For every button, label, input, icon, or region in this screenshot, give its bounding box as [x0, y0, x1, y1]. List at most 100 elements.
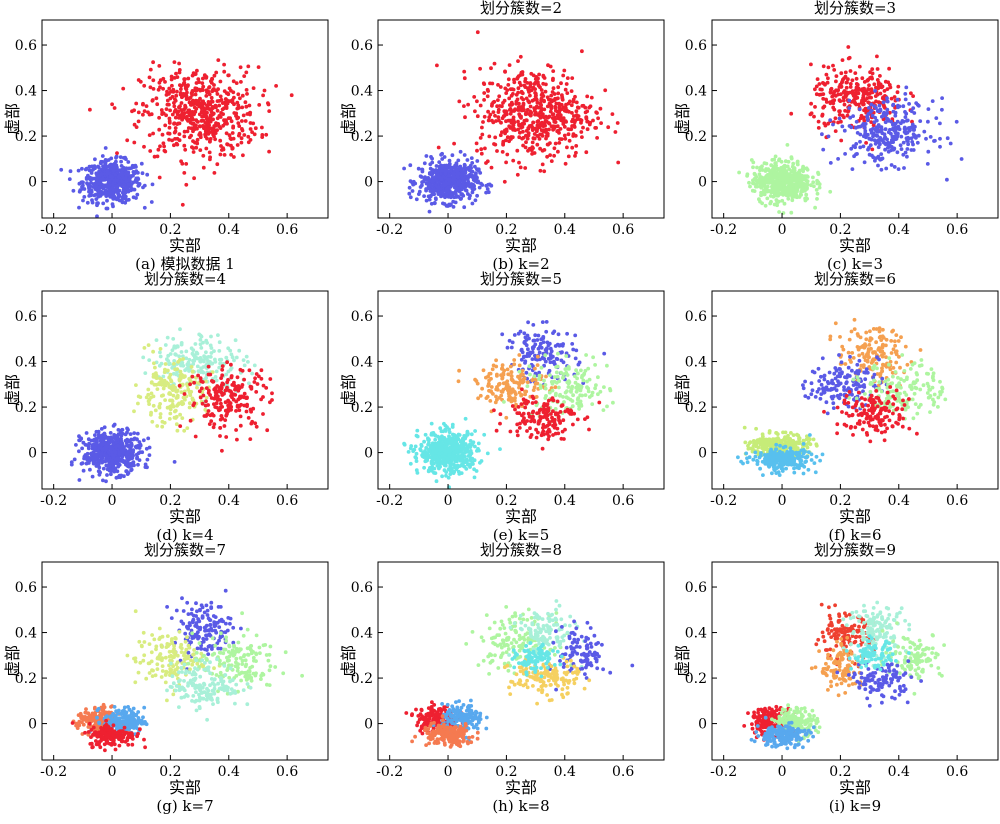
data-point: [585, 127, 590, 132]
data-point: [202, 359, 206, 364]
data-point: [244, 70, 249, 75]
data-point: [206, 409, 211, 413]
data-point: [124, 469, 129, 474]
data-point: [147, 358, 152, 362]
data-point: [204, 121, 209, 126]
data-point: [900, 119, 905, 123]
data-point: [490, 81, 495, 86]
data-point: [220, 381, 225, 386]
data-point: [225, 121, 229, 126]
data-point: [804, 166, 809, 171]
data-point: [493, 142, 498, 147]
data-point: [760, 183, 765, 188]
data-point: [448, 192, 453, 197]
data-point: [814, 84, 819, 89]
data-point: [869, 102, 874, 107]
data-point: [104, 458, 109, 462]
data-point: [846, 56, 851, 61]
data-point: [462, 162, 467, 167]
data-point: [167, 102, 171, 107]
data-point: [444, 168, 449, 173]
data-point: [792, 168, 797, 173]
data-point: [782, 169, 786, 173]
data-point: [100, 456, 105, 461]
data-point: [231, 79, 236, 84]
data-point: [475, 30, 480, 35]
data-point: [230, 98, 235, 102]
data-point: [761, 179, 766, 184]
data-point: [141, 438, 146, 443]
data-point: [447, 158, 452, 163]
data-point: [803, 198, 808, 203]
data-point: [844, 93, 849, 97]
data-point: [93, 192, 98, 197]
data-point: [828, 161, 833, 165]
data-point: [100, 154, 105, 158]
data-point: [432, 201, 437, 205]
data-point: [486, 118, 491, 123]
data-point: [164, 368, 168, 373]
data-point: [406, 450, 411, 454]
x-tick-label: 0.4: [218, 222, 240, 238]
data-point: [118, 172, 123, 176]
data-point: [230, 146, 235, 150]
data-point: [569, 103, 574, 108]
data-point: [492, 61, 497, 66]
data-point: [189, 103, 194, 107]
data-point: [540, 134, 545, 138]
data-point: [183, 147, 188, 152]
data-point: [226, 142, 230, 147]
data-point: [760, 201, 764, 206]
data-point: [186, 76, 191, 81]
data-point: [441, 201, 445, 206]
data-point: [153, 365, 157, 370]
data-point: [226, 73, 231, 78]
data-point: [414, 433, 419, 438]
data-point: [206, 364, 211, 369]
data-point: [866, 77, 871, 82]
data-point: [564, 82, 569, 86]
data-point: [429, 184, 434, 188]
data-point: [112, 468, 117, 473]
data-point: [422, 161, 427, 166]
data-point: [165, 98, 170, 103]
data-point: [177, 401, 182, 406]
data-point: [453, 191, 458, 196]
data-point: [799, 185, 804, 190]
data-point: [418, 447, 423, 451]
data-point: [191, 403, 196, 408]
y-tick-label: 0.4: [15, 84, 37, 100]
data-point: [578, 117, 583, 122]
data-point: [179, 350, 184, 354]
data-point: [516, 59, 520, 63]
data-point: [785, 164, 790, 169]
data-point: [223, 118, 228, 122]
data-point: [869, 95, 873, 100]
data-point: [191, 139, 195, 144]
data-point: [575, 114, 580, 119]
data-point: [871, 126, 875, 131]
data-point: [511, 115, 516, 120]
data-point: [257, 374, 261, 379]
data-point: [870, 113, 875, 118]
data-point: [472, 458, 477, 463]
data-point: [82, 187, 87, 191]
data-point: [112, 178, 117, 183]
data-point: [103, 158, 108, 162]
data-point: [74, 443, 78, 447]
data-point: [862, 108, 866, 113]
data-point: [183, 86, 188, 91]
data-point: [203, 110, 207, 114]
data-point: [833, 129, 838, 134]
data-point: [804, 192, 809, 197]
data-point: [173, 115, 178, 120]
data-point: [131, 173, 135, 178]
data-point: [775, 170, 779, 175]
data-point: [781, 180, 786, 185]
data-point: [236, 121, 241, 125]
data-point: [238, 423, 243, 428]
data-point: [451, 432, 455, 437]
data-point: [542, 115, 547, 120]
data-point: [111, 453, 116, 458]
data-point: [847, 106, 852, 110]
